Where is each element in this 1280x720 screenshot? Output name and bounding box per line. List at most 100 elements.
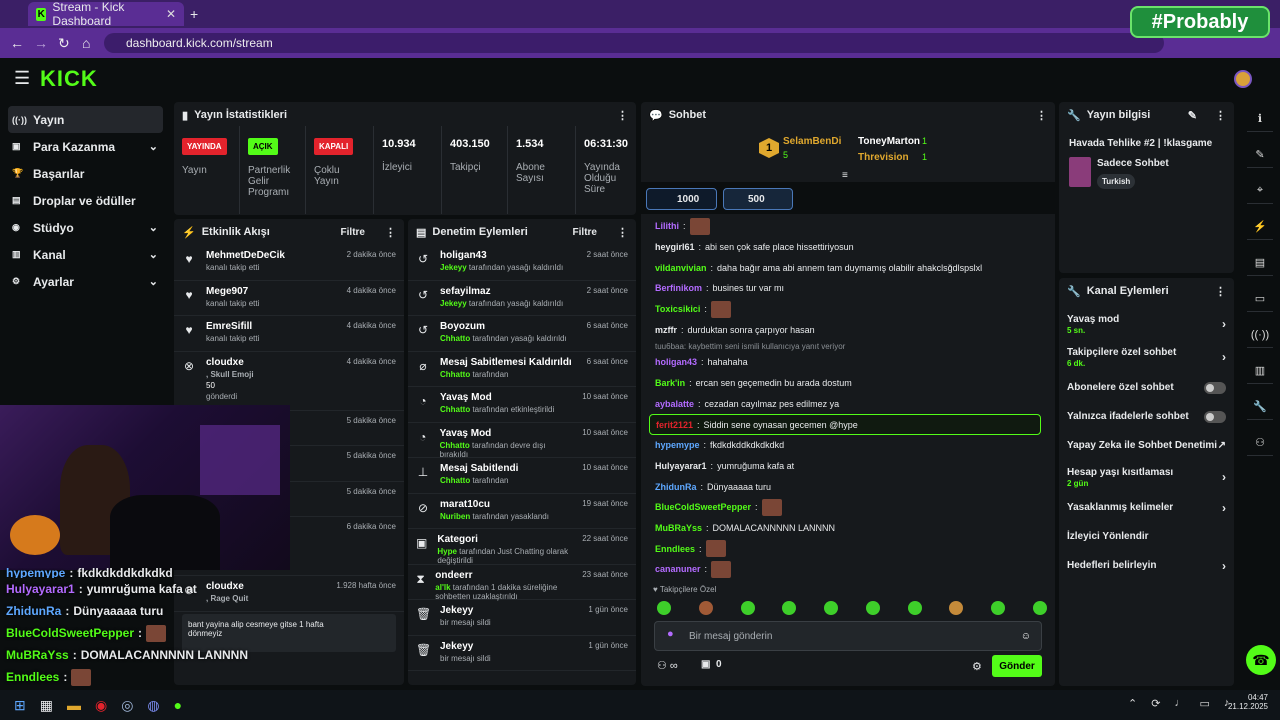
chat-message[interactable]: cananuner:	[641, 559, 1051, 580]
steam-icon[interactable]: ◎	[121, 697, 134, 713]
channel-action[interactable]: Yavaş mod 5 sn. ›	[1059, 307, 1234, 340]
activity-row[interactable]: ♥ MehmetDeDeCik kanalı takip etti 2 dakika …	[174, 245, 404, 281]
emoji-icon[interactable]: ☺	[1020, 630, 1031, 642]
chat-username[interactable]: holigan43	[655, 357, 698, 368]
chat-username[interactable]: heygirl61	[655, 242, 695, 253]
chat-username[interactable]: vildanvivian	[655, 262, 707, 273]
chat-username[interactable]: BlueColdSweetPepper	[655, 502, 752, 513]
goal-1[interactable]: 1000	[646, 188, 717, 210]
chat-username[interactable]: ZhidunRa	[655, 481, 697, 492]
url-field[interactable]: dashboard.kick.com/stream	[104, 33, 1164, 53]
channel-action[interactable]: Yasaklanmış kelimeler ›	[1059, 493, 1234, 522]
chevron-right-icon[interactable]: ›	[1222, 316, 1226, 331]
activity-user[interactable]: cloudxe	[206, 356, 244, 368]
spotify-icon[interactable]: ●	[173, 697, 183, 713]
external-link-icon[interactable]: ↗	[1217, 440, 1226, 451]
moderator-name[interactable]: Nuriben	[440, 511, 471, 521]
sidebar-item-6[interactable]: ⚙ Ayarlar ⌄	[0, 268, 168, 295]
chat-message[interactable]: heygirl61: abi sen çok safe place hissett…	[641, 237, 1051, 258]
close-tab-icon[interactable]: ✕	[165, 7, 176, 21]
chat-message[interactable]: Enndlees:	[641, 538, 1051, 559]
file-explorer-icon[interactable]: ▬	[66, 697, 81, 713]
toggle-switch[interactable]	[1204, 410, 1226, 423]
new-tab-icon[interactable]: +	[190, 6, 199, 22]
chat-settings-icon[interactable]: ⚙	[972, 661, 982, 673]
activity-more-icon[interactable]: ⋮	[385, 226, 396, 239]
moderator-name[interactable]: Hype	[437, 547, 457, 556]
microphone-icon[interactable]: ●	[667, 628, 674, 640]
browser-tab[interactable]: K Stream - Kick Dashboard ✕	[28, 0, 184, 28]
chevron-right-icon[interactable]: ›	[1222, 469, 1226, 484]
info-icon[interactable]: ℹ	[1247, 106, 1273, 132]
emote-bar[interactable]	[657, 601, 1047, 615]
send-button[interactable]: Gönder	[992, 655, 1042, 677]
layout-icon[interactable]: ▥	[1247, 358, 1273, 384]
volume-icon[interactable]: ♪	[1223, 697, 1230, 709]
chat-message[interactable]: Berfinikom: busines tur var mı	[641, 278, 1051, 299]
activity-filter-button[interactable]: Filtre	[340, 226, 365, 238]
moderation-row[interactable]: ↺ Boyozum Chhatto tarafından yasağı kaldır…	[408, 316, 636, 352]
chat-bubble-icon[interactable]: ▭	[1247, 286, 1273, 312]
moderation-row[interactable]: ◔ Yavaş Mod Chhatto tarafından etkinleştir…	[408, 387, 636, 423]
crosshair-icon[interactable]: ⌖	[1247, 178, 1273, 204]
chat-message[interactable]: Lilithi:	[641, 216, 1051, 237]
share-icon[interactable]: ⚇	[1247, 430, 1273, 456]
moderation-row[interactable]: ↺ holigan43 Jekeyy tarafından yasağı kaldı…	[408, 245, 636, 281]
broadcast-icon[interactable]: ((·))	[1247, 322, 1273, 348]
moderation-filter-button[interactable]: Filtre	[572, 226, 597, 238]
chat-message[interactable]: mzffr: durduktan sonra çarpıyor hasan	[641, 319, 1051, 340]
kick-logo[interactable]: KICK	[40, 66, 98, 91]
moderation-row[interactable]: ⊘ marat10cu Nuriben tarafından yasaklandı 1…	[408, 494, 636, 529]
moderator-name[interactable]: Jekeyy	[440, 298, 467, 308]
chat-username[interactable]: Bark'in	[655, 378, 686, 389]
support-icon[interactable]: ☎	[1246, 645, 1276, 675]
chrome-icon[interactable]: ◉	[94, 697, 108, 713]
activity-user[interactable]: Mege907	[206, 285, 249, 297]
channel-action[interactable]: Yalnızca ifadelerle sohbet	[1059, 402, 1234, 431]
moderation-row[interactable]: ◔ Yavaş Mod Chhatto tarafından devre dışı …	[408, 423, 636, 459]
chevron-down-icon[interactable]: ⌄	[148, 222, 158, 234]
activity-user[interactable]: cloudxe	[206, 581, 244, 592]
channel-action[interactable]: Takipçilere özel sohbet 6 dk. ›	[1059, 340, 1234, 373]
chevron-right-icon[interactable]: ›	[1222, 349, 1226, 364]
sidebar-item-5[interactable]: ▥ Kanal ⌄	[0, 241, 168, 268]
wrench-icon[interactable]: 🔧	[1247, 394, 1273, 420]
chat-username[interactable]: hypemype	[655, 440, 700, 451]
back-icon[interactable]: ←	[10, 35, 24, 51]
moderator-name[interactable]: Chhatto	[440, 476, 471, 485]
chat-message[interactable]: Hulyayarar1: yumruğuma kafa at	[641, 456, 1051, 477]
points-icon[interactable]: ⚇ ∞	[657, 660, 678, 672]
chat-message[interactable]: holigan43: hahahaha	[641, 352, 1051, 373]
chat-username[interactable]: MuBRaYss	[655, 522, 703, 533]
chat-username[interactable]: Enndlees	[655, 543, 696, 554]
edit-icon[interactable]: ✎	[1187, 109, 1197, 122]
activity-user[interactable]: EmreSifill	[206, 321, 253, 332]
mic-tray-icon[interactable]: ♩	[1174, 697, 1186, 709]
activity-row[interactable]: ⊗ cloudxe , Rage Quit 1.928 hafta önce	[174, 576, 404, 612]
taskbar-app-icon[interactable]: ▦	[39, 697, 53, 713]
channel-action[interactable]: Hedefleri belirleyin ›	[1059, 551, 1234, 580]
channel-action[interactable]: Yapay Zeka ile Sohbet Denetimi ↗	[1059, 431, 1234, 460]
clipboard-icon[interactable]: ▤	[1247, 250, 1273, 276]
sidebar-item-0[interactable]: ((·)) Yayın	[8, 106, 163, 133]
chat-message[interactable]: BlueColdSweetPepper:	[641, 497, 1051, 518]
toggle-switch[interactable]	[1204, 381, 1226, 394]
moderation-row[interactable]: ▣ Kategori Hype tarafından Just Chatting o…	[408, 529, 636, 565]
moderator-name[interactable]: Chhatto	[440, 405, 471, 414]
moderator-name[interactable]: al'lk	[435, 582, 451, 592]
lightning-icon[interactable]: ⚡	[1247, 214, 1273, 240]
chat-username[interactable]: aybalatte	[655, 398, 695, 409]
chevron-down-icon[interactable]: ≡	[842, 170, 848, 181]
chat-message[interactable]: Bark'in: ercan sen geçemedin bu arada dos…	[641, 373, 1051, 394]
moderation-more-icon[interactable]: ⋮	[617, 226, 628, 239]
chat-input[interactable]: Bir mesaj gönderin ☺	[654, 621, 1042, 651]
channel-action[interactable]: İzleyici Yönlendir	[1059, 522, 1234, 551]
chat-message[interactable]: ferit2121: Siddin sene oynasan gecemen @h…	[649, 414, 1041, 435]
moderation-row[interactable]: ⊥ Mesaj Sabitlendi Chhatto tarafından 10 sa…	[408, 458, 636, 494]
chat-message[interactable]: hypemype: fkdkdkddkdkdkdkd	[641, 435, 1051, 456]
avatar[interactable]	[1234, 70, 1252, 88]
activity-row[interactable]: ♥ Mege907 kanalı takip etti 4 dakika önce	[174, 281, 404, 316]
moderation-row[interactable]: 🗑 Jekeyy bir mesajı sildi 1 gün önce	[408, 600, 636, 636]
moderator-name[interactable]: Chhatto	[439, 440, 470, 450]
sync-icon[interactable]: ⟳	[1151, 698, 1161, 710]
